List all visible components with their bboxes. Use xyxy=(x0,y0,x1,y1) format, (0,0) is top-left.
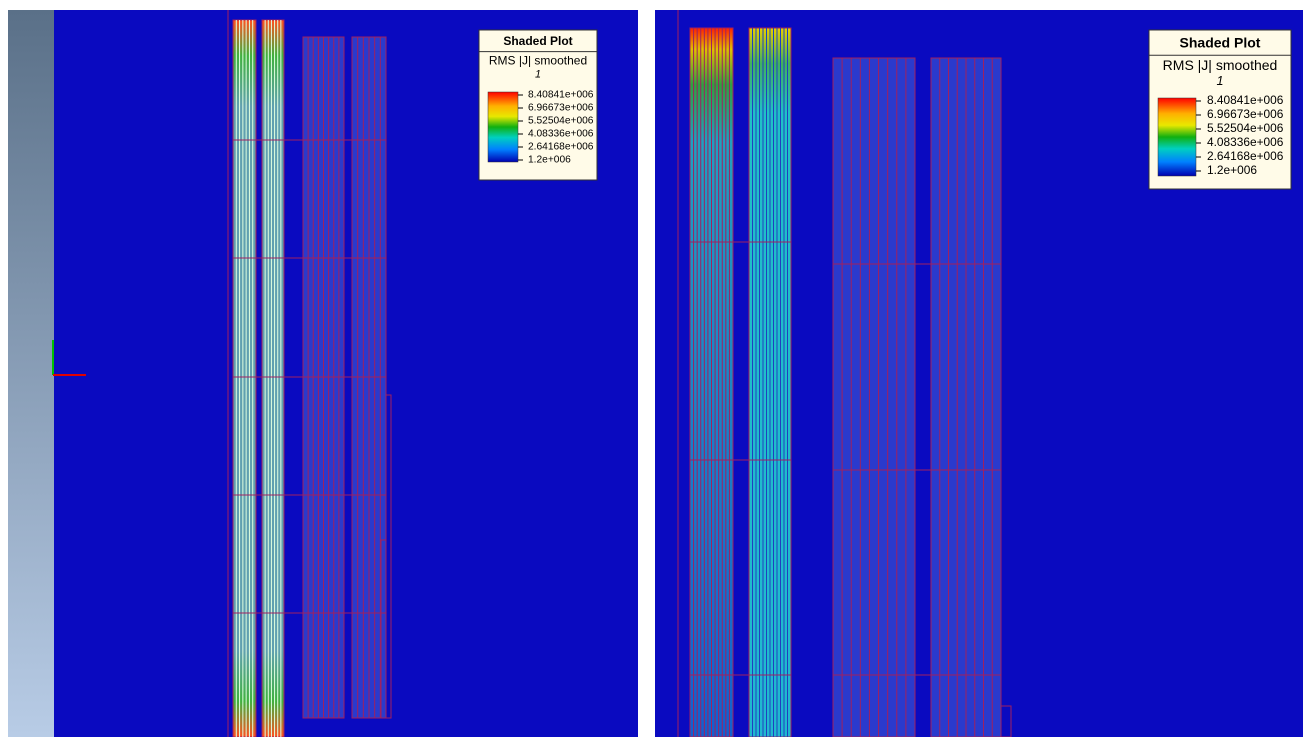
scale-label: 6.96673e+006 xyxy=(1207,107,1284,121)
scale-label: 5.52504e+006 xyxy=(528,116,594,127)
scale-label: 2.64168e+006 xyxy=(528,142,594,153)
color-scale xyxy=(488,92,518,162)
legend-step: 1 xyxy=(535,68,541,80)
scale-label: 8.40841e+006 xyxy=(1207,93,1284,107)
scale-label: 1.2e+006 xyxy=(1207,163,1257,177)
scale-label: 5.52504e+006 xyxy=(1207,121,1284,135)
left-side-region xyxy=(8,10,54,737)
conductor xyxy=(833,58,915,737)
scale-label: 2.64168e+006 xyxy=(1207,149,1284,163)
scale-label: 4.08336e+006 xyxy=(528,129,594,140)
screenshot: Shaded PlotRMS |J| smoothed18.40841e+006… xyxy=(0,0,1303,737)
legend-quantity: RMS |J| smoothed xyxy=(489,53,587,67)
legend-title: Shaded Plot xyxy=(1180,35,1261,51)
color-scale xyxy=(1158,98,1196,176)
scale-label: 8.40841e+006 xyxy=(528,90,594,101)
scale-label: 1.2e+006 xyxy=(528,155,571,166)
legend-title: Shaded Plot xyxy=(503,34,572,48)
legend-quantity: RMS |J| smoothed xyxy=(1163,57,1278,73)
scale-label: 4.08336e+006 xyxy=(1207,135,1284,149)
legend-step: 1 xyxy=(1216,74,1223,88)
scale-label: 6.96673e+006 xyxy=(528,103,594,114)
